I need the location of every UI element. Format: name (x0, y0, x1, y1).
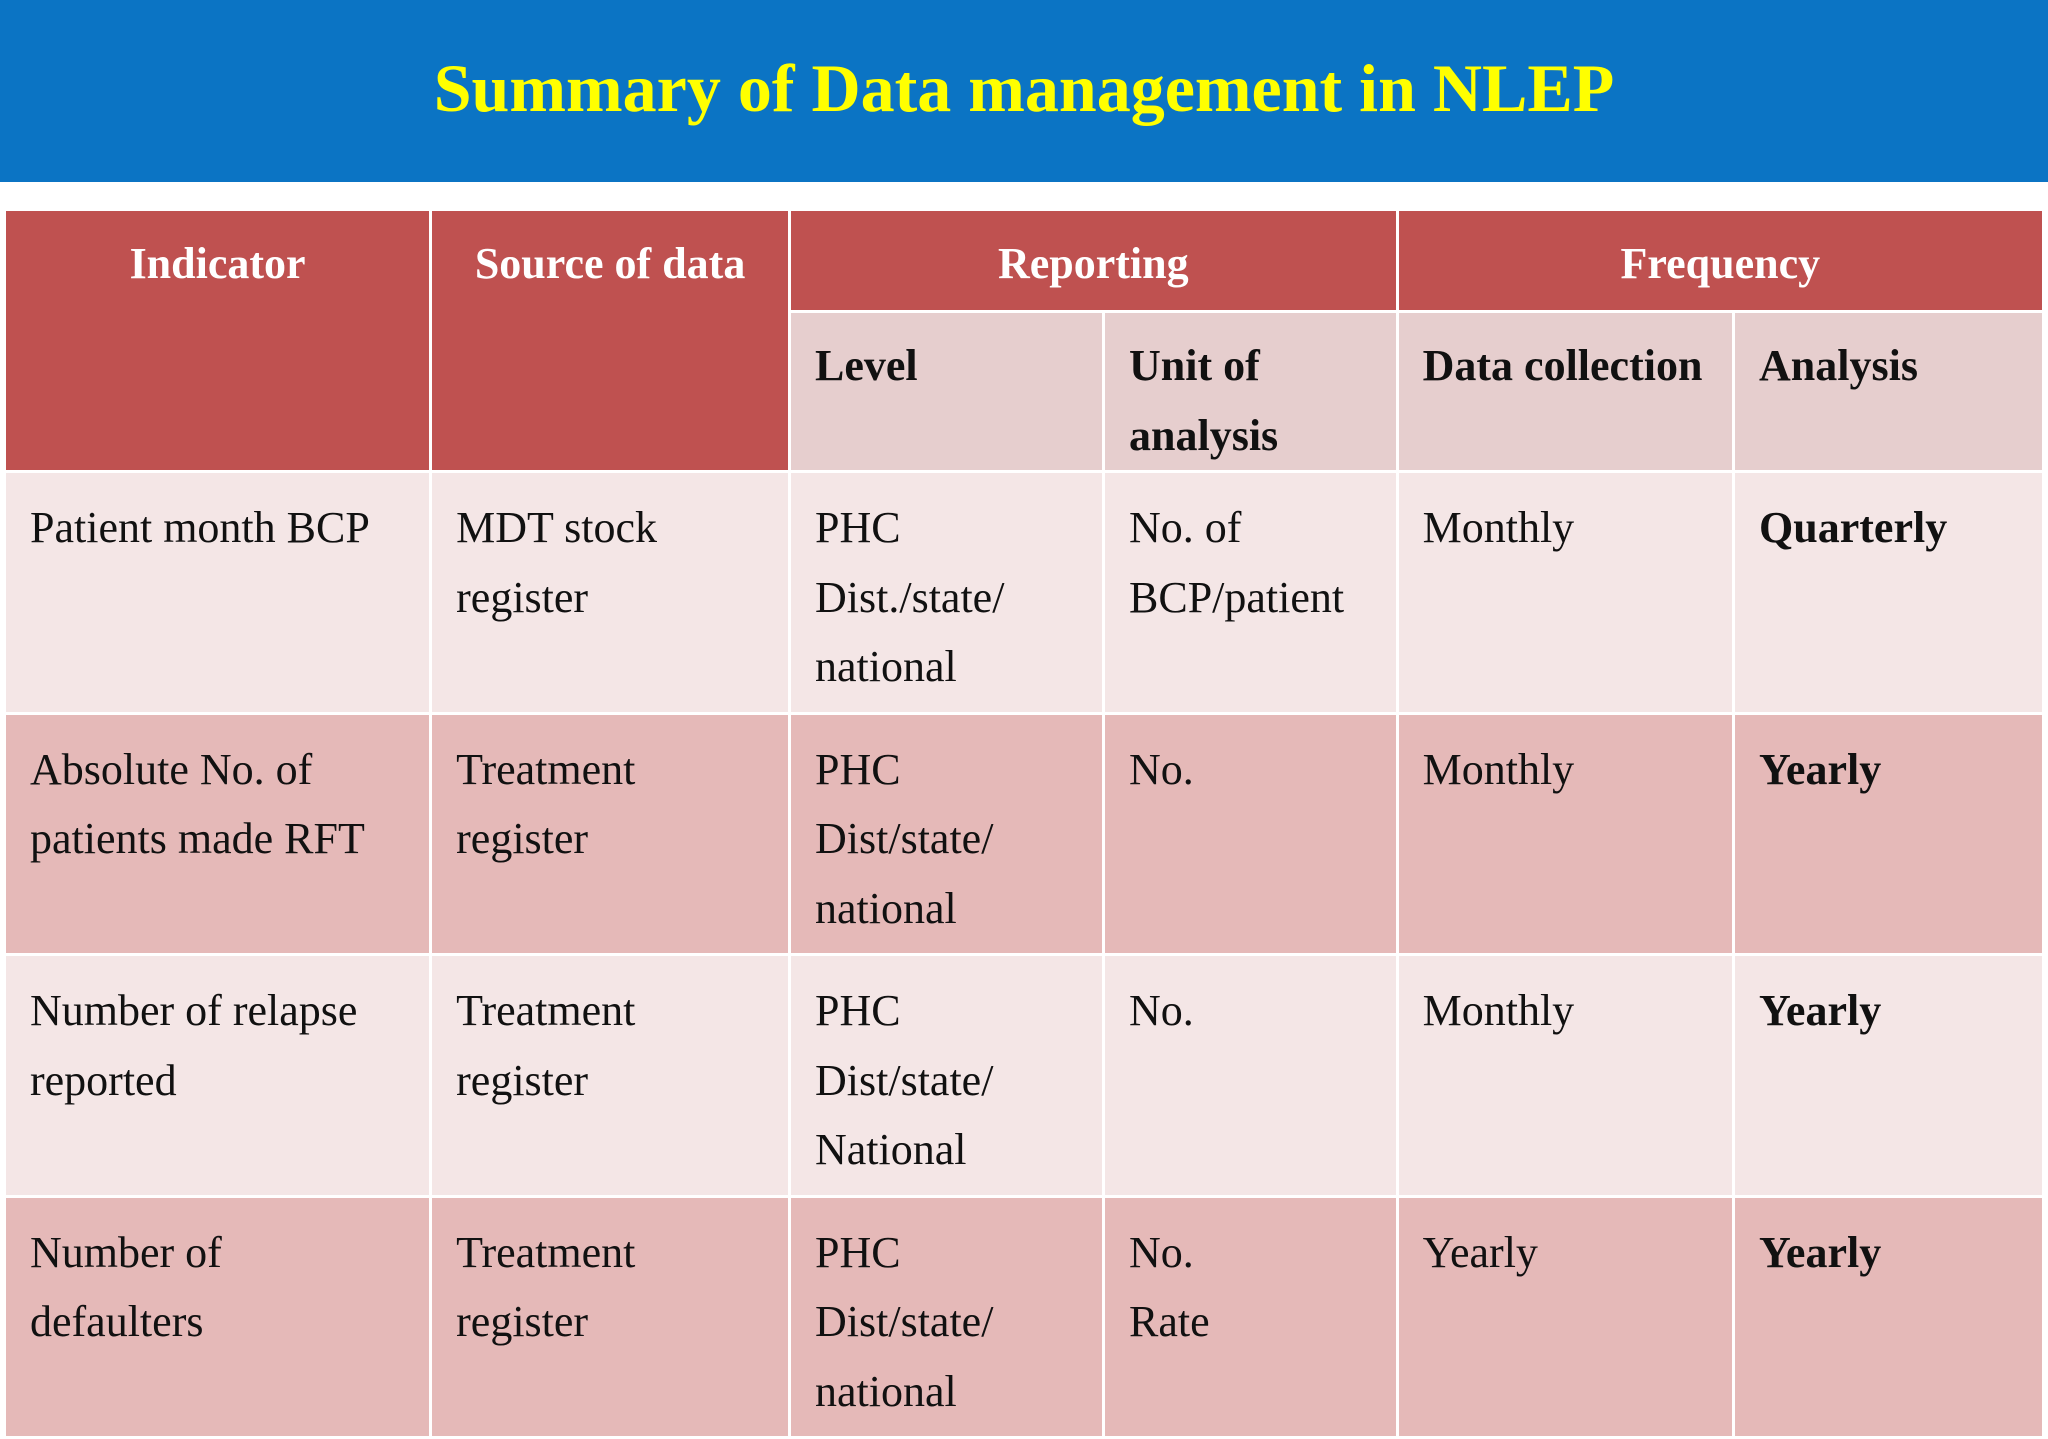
table-row: Absolute No. of patients made RFT Treatm… (2, 711, 2045, 957)
data-table: Indicator Source of data Reporting Frequ… (2, 207, 2046, 1439)
cell-data-collection: Yearly (1395, 1194, 1736, 1439)
column-subheader-analysis: Analysis (1732, 309, 2045, 474)
cell-source: Treatment register (429, 711, 791, 957)
cell-unit-of-analysis: No. (1102, 953, 1399, 1198)
cell-analysis: Quarterly (1732, 470, 2045, 715)
cell-source: MDT stock register (429, 470, 791, 715)
cell-analysis: Yearly (1732, 1194, 2045, 1439)
cell-data-collection: Monthly (1395, 470, 1736, 715)
column-subheader-data-collection: Data collection (1395, 309, 1736, 474)
cell-source: Treatment register (429, 953, 791, 1198)
cell-level: PHC Dist./state/ national (788, 470, 1105, 715)
column-subheader-level: Level (788, 309, 1105, 474)
column-header-reporting: Reporting (788, 208, 1399, 313)
column-header-frequency: Frequency (1395, 208, 2046, 313)
cell-unit-of-analysis: No. Rate (1102, 1194, 1399, 1439)
cell-analysis: Yearly (1732, 711, 2045, 957)
cell-indicator: Absolute No. of patients made RFT (2, 711, 433, 957)
subheader-row: Level Unit of analysis Data collection A… (5, 309, 2045, 474)
banner-separator (0, 182, 2048, 208)
cell-indicator: Number of defaulters (2, 1194, 433, 1439)
cell-unit-of-analysis: No. (1102, 711, 1399, 957)
table-row: Patient month BCP MDT stock register PHC… (2, 470, 2045, 715)
column-header-indicator: Indicator (2, 207, 433, 474)
cell-level: PHC Dist/state/ National (788, 953, 1105, 1198)
cell-unit-of-analysis: No. of BCP/patient (1102, 470, 1399, 715)
cell-source: Treatment register (429, 1194, 791, 1439)
cell-indicator: Patient month BCP (2, 470, 433, 715)
cell-level: PHC Dist/state/ national (788, 711, 1105, 957)
column-subheader-unit-of-analysis: Unit of analysis (1102, 309, 1399, 474)
table-row: Number of relapse reported Treatment reg… (2, 953, 2045, 1198)
cell-analysis: Yearly (1732, 953, 2045, 1198)
table-row: Number of defaulters Treatment register … (2, 1194, 2045, 1439)
header-row: Indicator Source of data Reporting Frequ… (2, 207, 2046, 474)
column-header-source-of-data: Source of data (429, 207, 791, 474)
page-title: Summary of Data management in NLEP (433, 49, 1615, 126)
cell-level: PHC Dist/state/ national (788, 1194, 1105, 1439)
title-banner: Summary of Data management in NLEP (0, 0, 2048, 182)
cell-data-collection: Monthly (1395, 953, 1736, 1198)
cell-data-collection: Monthly (1395, 711, 1736, 957)
cell-indicator: Number of relapse reported (2, 953, 433, 1198)
